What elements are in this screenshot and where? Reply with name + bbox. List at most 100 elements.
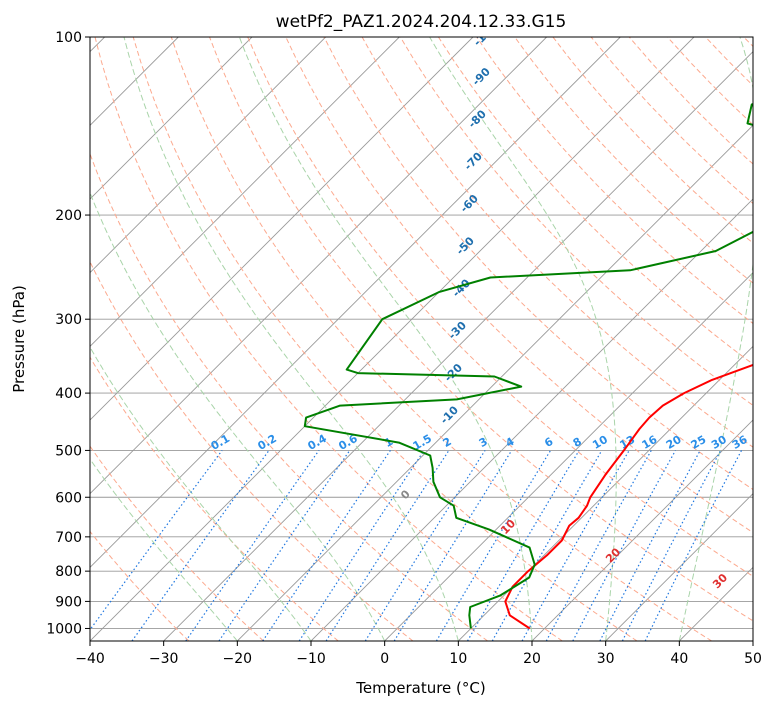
moist-adiabat-label: -50 (454, 234, 477, 257)
moist-adiabat-line (238, 37, 533, 641)
mixing-ratio-label: 20 (664, 433, 684, 452)
dry-adiabat-line (437, 37, 753, 365)
isotherm-line (605, 493, 753, 641)
dry-adiabat-line (90, 445, 264, 641)
dry-adiabat-label: 20 (603, 545, 623, 565)
mixing-ratio-line (131, 450, 270, 641)
moist-adiabat-line (123, 37, 459, 641)
isotherm-line (384, 272, 753, 641)
dry-adiabat-line (90, 530, 190, 641)
isotherm-line (90, 37, 695, 641)
background-lines (90, 37, 753, 641)
mixing-ratio-line (262, 450, 391, 641)
dry-adiabat-line (514, 37, 753, 284)
x-axis: −40 −30 −20 −10 0 10 20 30 40 50 (75, 641, 762, 667)
dry-adiabat-line (705, 37, 753, 87)
mixing-ratio-label: 25 (689, 433, 709, 452)
mixing-ratio-line (90, 450, 223, 631)
dry-adiabat-label: 30 (710, 571, 730, 591)
mixing-ratio-label: 30 (709, 433, 729, 452)
y-axis: 100 200 300 400 500 600 700 800 900 1000 (46, 30, 90, 637)
mixing-ratio-label: 10 (590, 433, 610, 452)
y-tick-label: 500 (55, 443, 82, 459)
mixing-ratio-line (644, 450, 743, 641)
moist-adiabat-line (678, 37, 753, 641)
x-tick-label: 40 (670, 651, 688, 667)
x-tick-label: −10 (296, 651, 326, 667)
moist-adiabat-line (90, 458, 238, 641)
dry-adiabat-line (667, 37, 753, 126)
dry-adiabat-line (90, 260, 414, 641)
isotherm-line (237, 124, 753, 641)
temperature-line (504, 363, 753, 630)
line-labels: 0.1 0.2 0.4 0.6 1 1.5 2 3 4 6 8 10 13 16 20 25 30 3601020… (209, 20, 750, 591)
dewpoint-line (303, 102, 753, 629)
moist-adiabat-line (429, 37, 617, 641)
y-tick-label: 300 (55, 312, 82, 328)
x-tick-label: 50 (744, 651, 762, 667)
y-tick-label: 700 (55, 530, 82, 546)
dry-adiabat-line (94, 37, 563, 641)
dry-adiabat-line (170, 37, 712, 641)
isotherm-line (90, 37, 621, 568)
isotherm-line (531, 419, 753, 641)
isotherm-line (90, 37, 547, 495)
profile-series (303, 102, 753, 630)
x-tick-label: 0 (380, 651, 389, 667)
mixing-ratio-line (218, 450, 351, 641)
y-tick-label: 200 (55, 208, 82, 224)
moist-adiabat-label: -10 (438, 403, 461, 426)
mixing-ratio-label: 16 (640, 433, 660, 452)
y-tick-label: 400 (55, 386, 82, 402)
x-tick-label: −40 (75, 651, 105, 667)
dry-adiabat-line (743, 37, 753, 48)
isotherm-line (458, 345, 753, 641)
plot-frame (89, 36, 754, 642)
isotherm-line (163, 51, 753, 641)
isotherm-line (90, 37, 400, 347)
moist-adiabat-label: -70 (462, 150, 485, 173)
mixing-ratio-line (572, 450, 677, 641)
mixing-ratio-line (393, 450, 513, 641)
chart-title: wetPf2_PAZ1.2024.204.12.33.G15 (276, 12, 567, 32)
y-tick-label: 900 (55, 594, 82, 610)
x-axis-label: Temperature (°C) (355, 679, 485, 697)
dry-adiabat-line (90, 356, 339, 641)
mixing-ratio-label: 0.2 (256, 432, 279, 453)
mixing-ratio-line (435, 450, 552, 641)
y-axis-label: Pressure (hPa) (10, 285, 28, 393)
moist-adiabat-label: -100 (471, 20, 500, 49)
mixing-ratio-line (621, 450, 722, 641)
y-tick-label: 1000 (46, 621, 82, 637)
dry-adiabat-label: 0 (398, 487, 413, 502)
y-tick-label: 600 (55, 490, 82, 506)
moist-adiabat-label: -80 (466, 107, 489, 130)
isotherm-line (90, 37, 326, 274)
dry-adiabat-line (399, 37, 753, 407)
isotherm-line (679, 566, 753, 641)
mixing-ratio-line (298, 450, 425, 641)
x-tick-label: −20 (223, 651, 253, 667)
mixing-ratio-label: 6 (542, 435, 555, 450)
y-tick-label: 100 (55, 30, 82, 46)
x-tick-label: 30 (597, 651, 615, 667)
mixing-ratio-line (325, 450, 450, 641)
mixing-ratio-line (185, 450, 320, 641)
dry-adiabat-line (209, 37, 753, 622)
mixing-ratio-label: 0.4 (306, 432, 330, 453)
mixing-ratio-label: 0.1 (209, 432, 232, 453)
dry-adiabat-line (247, 37, 753, 577)
mixing-ratio-label: 36 (730, 433, 750, 452)
moist-adiabat-label: -60 (458, 192, 481, 215)
isotherm-line (90, 37, 253, 200)
mixing-ratio-line (521, 450, 630, 641)
moist-adiabat-line (90, 346, 312, 641)
y-tick-label: 800 (55, 564, 82, 580)
mixing-ratio-line (545, 450, 652, 641)
x-tick-label: 10 (449, 651, 467, 667)
moist-adiabat-label: -90 (470, 65, 493, 88)
x-tick-label: −30 (149, 651, 179, 667)
isotherm-line (310, 198, 753, 641)
x-tick-label: 20 (523, 651, 541, 667)
